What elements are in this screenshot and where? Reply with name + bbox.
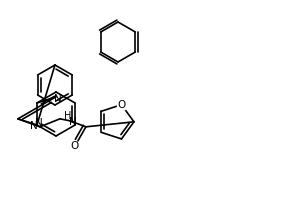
Text: O: O (71, 141, 79, 151)
Text: N: N (35, 118, 43, 128)
Text: N: N (30, 121, 38, 131)
Text: O: O (117, 100, 126, 110)
Text: N: N (69, 117, 77, 127)
Text: N: N (54, 94, 62, 104)
Text: H: H (64, 111, 72, 121)
